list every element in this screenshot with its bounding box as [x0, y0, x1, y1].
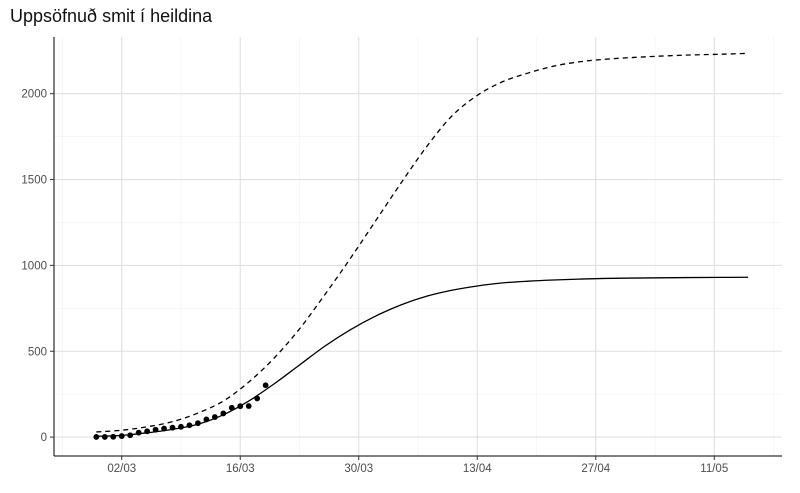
- series-line-solid: [96, 276, 749, 437]
- data-point: [195, 420, 201, 427]
- data-point: [228, 404, 235, 411]
- data-point: [186, 422, 193, 429]
- data-point: [254, 395, 261, 402]
- data-point: [127, 432, 134, 439]
- y-tick-label: 1500: [21, 175, 47, 187]
- data-point: [152, 426, 159, 433]
- data-point: [135, 429, 142, 436]
- data-point: [178, 423, 184, 430]
- y-tick-label: 2000: [21, 89, 47, 101]
- data-point: [169, 424, 176, 431]
- x-tick-label: 27/04: [581, 463, 610, 475]
- x-tick-label: 02/03: [107, 463, 136, 475]
- data-point: [101, 434, 108, 440]
- data-point: [144, 428, 151, 435]
- data-point: [118, 433, 125, 439]
- series-line-dashed: [96, 52, 749, 433]
- x-tick-label: 16/03: [226, 463, 255, 475]
- data-point: [93, 434, 100, 440]
- data-point: [245, 403, 252, 409]
- chart-title: Uppsöfnuð smit í heildina: [10, 6, 213, 26]
- y-tick-label: 1000: [21, 260, 47, 272]
- x-tick-label: 13/04: [463, 463, 492, 475]
- y-tick-label: 500: [28, 346, 47, 358]
- data-point: [110, 433, 117, 440]
- data-point: [161, 425, 167, 432]
- data-point: [203, 416, 210, 423]
- data-point: [262, 382, 269, 389]
- y-tick-label: 0: [41, 432, 47, 444]
- x-tick-label: 11/05: [700, 463, 728, 475]
- x-tick-label: 30/03: [344, 463, 373, 475]
- data-point: [220, 410, 227, 417]
- data-point: [211, 414, 218, 420]
- data-point: [237, 403, 244, 410]
